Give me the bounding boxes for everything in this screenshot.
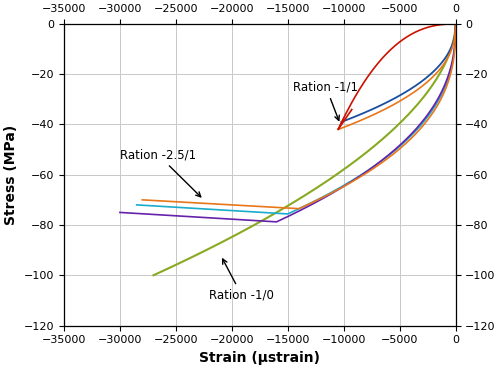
Y-axis label: Stress (MPa): Stress (MPa): [4, 125, 18, 225]
Text: Ration -2.5/1: Ration -2.5/1: [120, 148, 200, 197]
X-axis label: Strain (μstrain): Strain (μstrain): [200, 351, 320, 365]
Text: Ration -1/0: Ration -1/0: [210, 259, 274, 302]
Text: Ration -1/1: Ration -1/1: [294, 80, 358, 120]
